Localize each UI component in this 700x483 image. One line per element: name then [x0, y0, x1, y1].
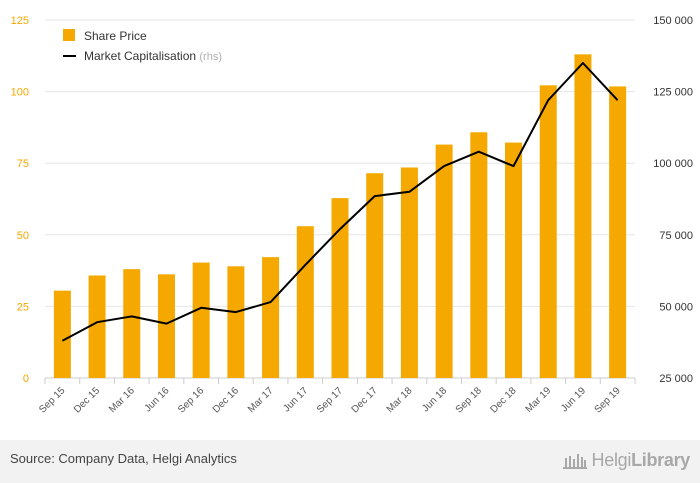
y-right-tick-label: 125 000: [653, 87, 693, 99]
x-tick-label: Mar 18: [385, 385, 415, 415]
line-market-capitalisation: [61, 62, 619, 342]
chart-area: 0 25 50 75 100 125 25 000 50 000 75 000 100 000 12…: [11, 15, 693, 416]
bar-share-price: [53, 290, 71, 378]
legend-swatch-share-price: [63, 29, 75, 41]
x-tick-label: Dec 16: [211, 385, 241, 415]
bar-share-price: [88, 275, 106, 378]
bar-share-price: [331, 198, 349, 378]
x-tick-label: Mar 19: [524, 385, 554, 415]
bar-share-price: [192, 262, 210, 378]
x-tick-label: Jun 17: [281, 385, 310, 414]
x-tick-label: Sep 16: [176, 385, 206, 415]
y-left-tick-label: 75: [17, 158, 29, 170]
y-right-tick-label: 25 000: [659, 373, 693, 385]
bar-share-price: [157, 274, 175, 378]
bar-share-price: [505, 142, 523, 378]
bar-share-price: [400, 167, 418, 378]
y-right-tick-label: 100 000: [653, 158, 693, 170]
bar-share-price: [366, 173, 384, 378]
y-left-tick-label: 0: [23, 373, 29, 385]
bar-share-price: [435, 144, 453, 378]
bar-share-price: [296, 226, 314, 378]
x-tick-label: Dec 15: [72, 385, 102, 415]
footer: Source: Company Data, Helgi Analytics He…: [0, 440, 700, 483]
brand-logo[interactable]: HelgiLibrary: [562, 447, 690, 473]
y-left-tick-label: 25: [17, 301, 29, 313]
brand-name: HelgiLibrary: [591, 449, 691, 471]
chart-svg: 0 25 50 75 100 125 25 000 50 000 75 000 100 000 12…: [11, 15, 693, 416]
y-left-tick-label: 50: [17, 230, 29, 242]
bar-share-price: [470, 132, 488, 378]
bar-share-price: [609, 86, 627, 379]
x-tick-label: Mar 17: [246, 385, 276, 415]
x-tick-label: Jun 16: [143, 385, 172, 414]
bar-share-price: [574, 54, 592, 378]
x-tick-label: Dec 17: [350, 385, 380, 415]
x-tick-label: Sep 17: [315, 385, 345, 415]
x-tick-label: Jun 18: [420, 385, 449, 414]
brand-name-part1: Helgi: [591, 449, 632, 470]
bar-share-price: [123, 269, 141, 378]
x-tick-label: Mar 16: [107, 385, 137, 415]
y-left-tick-label: 125: [11, 15, 29, 27]
x-tick-label: Jun 19: [559, 385, 588, 414]
library-icon: [562, 454, 587, 469]
x-tick-label: Sep 15: [37, 385, 67, 415]
legend-label-share-price: Share Price: [84, 29, 147, 43]
x-tick-label: Sep 18: [454, 385, 484, 415]
source-note: Source: Company Data, Helgi Analytics: [10, 451, 237, 466]
brand-name-part2: Library: [631, 449, 690, 470]
y-right-tick-label: 50 000: [659, 301, 693, 313]
bar-share-price: [539, 85, 557, 379]
legend-label-market-capitalisation: Market Capitalisation (rhs): [84, 49, 222, 63]
x-tick-label: Sep 19: [593, 385, 623, 415]
bar-share-price: [262, 257, 280, 378]
y-right-tick-label: 75 000: [659, 230, 693, 242]
y-left-tick-label: 100: [11, 87, 29, 99]
bar-share-price: [227, 266, 245, 378]
y-right-tick-label: 150 000: [653, 15, 693, 27]
x-tick-label: Dec 18: [488, 385, 518, 415]
legend-label-rhs-suffix: (rhs): [199, 51, 222, 63]
